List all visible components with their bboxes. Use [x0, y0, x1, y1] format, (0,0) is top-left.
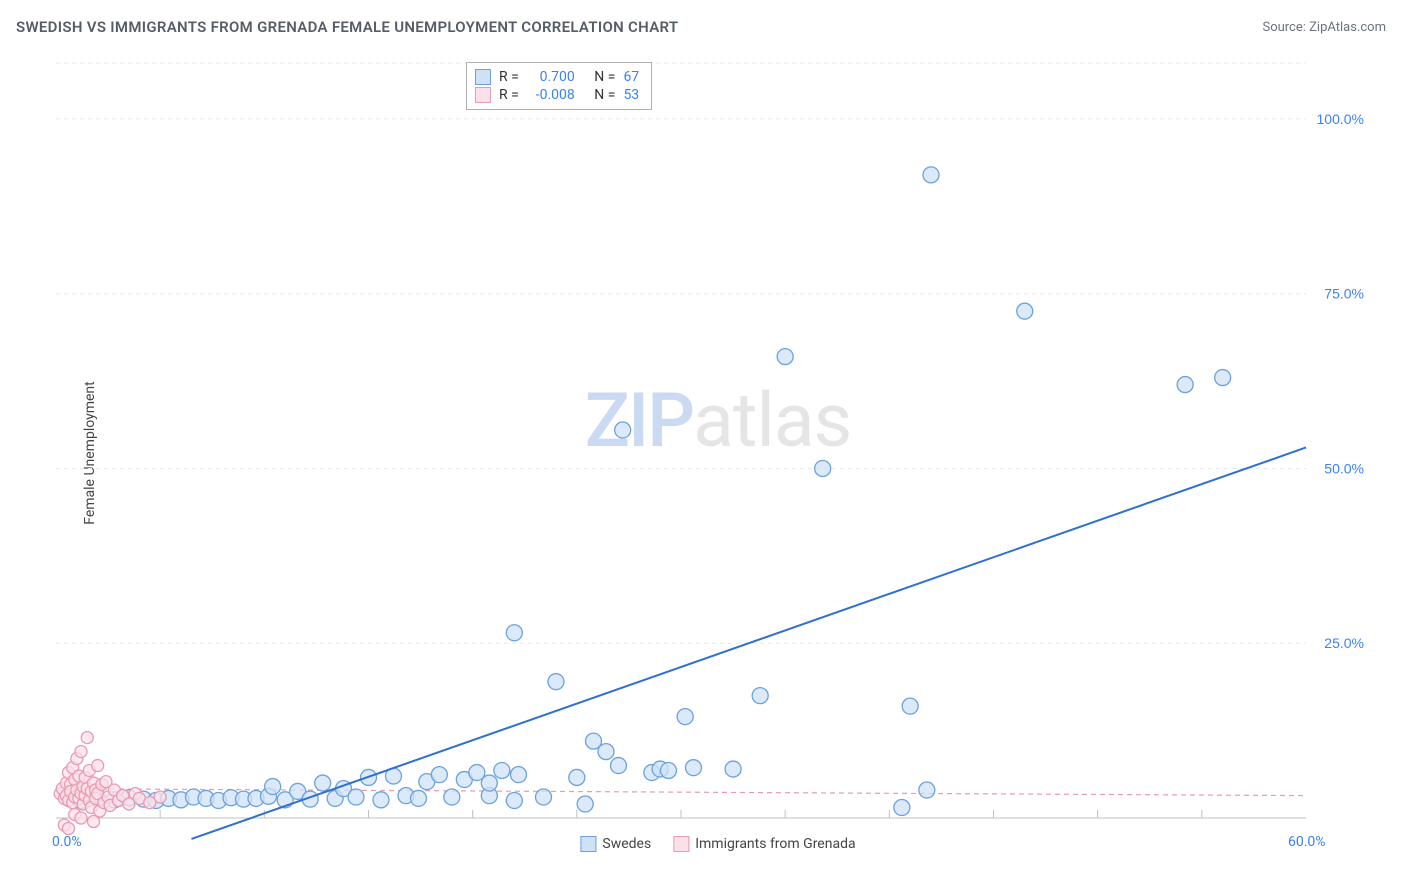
chart-title: SWEDISH VS IMMIGRANTS FROM GRENADA FEMAL…	[16, 18, 678, 36]
r-label: R =	[499, 69, 519, 85]
r-value-grenada: -0.008	[527, 87, 575, 103]
svg-text:25.0%: 25.0%	[1324, 635, 1364, 651]
legend-item-grenada: Immigrants from Grenada	[673, 836, 855, 852]
header: SWEDISH VS IMMIGRANTS FROM GRENADA FEMAL…	[0, 0, 1406, 46]
n-value-grenada: 53	[623, 87, 639, 103]
correlation-stats-box: R = 0.700 N = 67 R = -0.008 N = 53	[466, 62, 652, 110]
source-attribution: Source: ZipAtlas.com	[1262, 20, 1386, 35]
n-value-swedes: 67	[623, 69, 639, 85]
swatch-grenada	[475, 87, 491, 103]
svg-text:75.0%: 75.0%	[1324, 286, 1364, 302]
svg-text:50.0%: 50.0%	[1324, 460, 1364, 476]
n-label: N =	[594, 69, 615, 85]
swatch-swedes	[475, 69, 491, 85]
chart-area: Female Unemployment ZIPatlas 25.0%50.0%7…	[48, 58, 1388, 848]
svg-text:100.0%: 100.0%	[1317, 111, 1364, 127]
r-label: R =	[499, 87, 519, 103]
r-value-swedes: 0.700	[527, 69, 575, 85]
n-label: N =	[594, 87, 615, 103]
legend-label-swedes: Swedes	[602, 836, 651, 852]
legend-item-swedes: Swedes	[580, 836, 651, 852]
x-axis-max-label: 60.0%	[1288, 834, 1326, 850]
scatter-plot: 25.0% 50.0% 75.0% 100.0%	[48, 58, 1388, 848]
legend-swatch-grenada	[673, 836, 689, 852]
stats-row-swedes: R = 0.700 N = 67	[475, 68, 639, 86]
stats-row-grenada: R = -0.008 N = 53	[475, 86, 639, 104]
legend-label-grenada: Immigrants from Grenada	[695, 836, 855, 852]
legend-swatch-swedes	[580, 836, 596, 852]
x-axis-min-label: 0.0%	[52, 834, 82, 850]
legend: Swedes Immigrants from Grenada	[580, 836, 855, 852]
